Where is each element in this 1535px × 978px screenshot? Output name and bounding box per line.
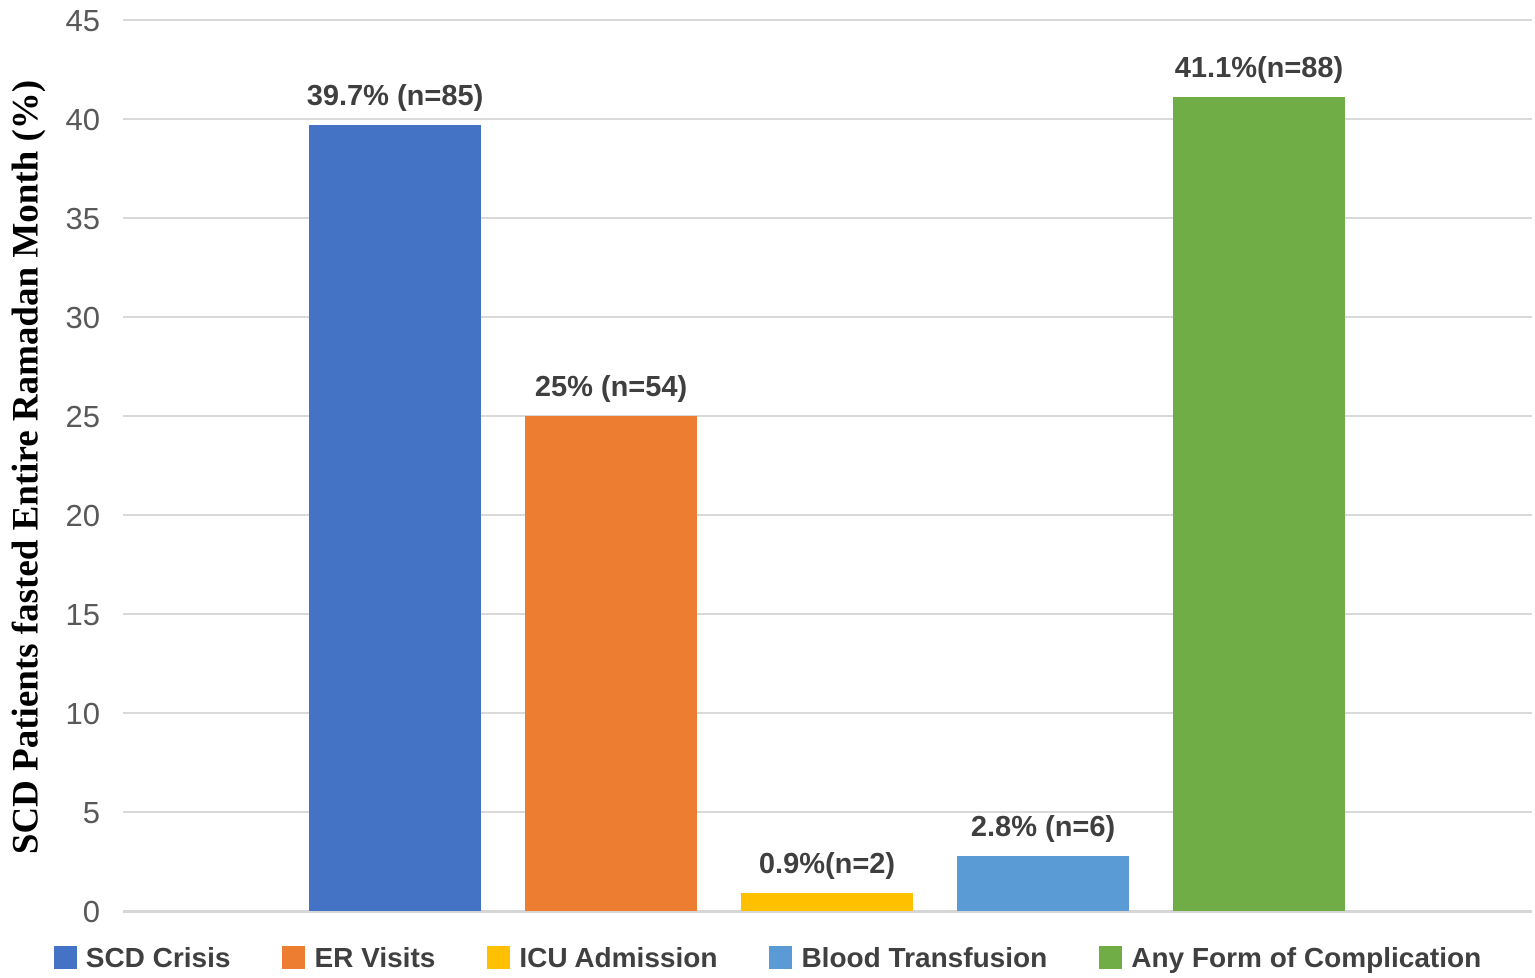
legend-swatch-icon [282, 946, 306, 969]
legend-item-any-form-of-complication: Any Form of Complication [1099, 941, 1482, 973]
bar-er-visits [525, 416, 697, 911]
gridline [123, 19, 1532, 21]
bar-icu-admission [741, 893, 913, 911]
legend-swatch-icon [769, 946, 793, 969]
bar-data-label: 39.7% (n=85) [306, 79, 484, 112]
legend-label: ER Visits [314, 941, 436, 973]
gridline [123, 316, 1532, 318]
legend-swatch-icon [487, 946, 511, 969]
legend-swatch-icon [53, 946, 77, 969]
x-axis-line [123, 910, 1532, 913]
y-axis-title: SCD Patients fasted Entire Ramadan Month… [5, 79, 47, 855]
legend-item-blood-transfusion: Blood Transfusion [769, 941, 1048, 973]
y-tick-label: 5 [82, 795, 100, 830]
bar-data-label: 2.8% (n=6) [970, 810, 1116, 843]
y-tick-label: 30 [65, 300, 100, 335]
legend-item-icu-admission: ICU Admission [487, 941, 718, 973]
legend-label: Any Form of Complication [1131, 941, 1482, 973]
y-tick-label: 40 [65, 102, 100, 137]
gridline [123, 811, 1532, 813]
gridline [123, 217, 1532, 219]
bar-any-form-of-complication [1173, 97, 1345, 911]
gridline [123, 712, 1532, 714]
legend-swatch-icon [1099, 946, 1123, 969]
gridline [123, 514, 1532, 516]
y-tick-label: 20 [65, 498, 100, 533]
gridline [123, 613, 1532, 615]
legend-label: Blood Transfusion [801, 941, 1048, 973]
gridline [123, 118, 1532, 120]
legend: SCD Crisis ER Visits ICU Admission Blood Tr… [0, 937, 1535, 978]
legend-item-scd-crisis: SCD Crisis [53, 941, 231, 973]
y-tick-label: 35 [65, 201, 100, 236]
y-tick-label: 10 [65, 696, 100, 731]
legend-item-er-visits: ER Visits [282, 941, 436, 973]
y-tick-label: 45 [65, 3, 100, 38]
bar-data-label: 41.1%(n=88) [1174, 52, 1344, 85]
y-tick-label: 25 [65, 399, 100, 434]
legend-label: ICU Admission [519, 941, 718, 973]
legend-label: SCD Crisis [85, 941, 231, 973]
gridline [123, 415, 1532, 417]
bar-data-label: 25% (n=54) [534, 371, 688, 403]
bar-scd-crisis [309, 124, 481, 911]
y-tick-label: 0 [82, 894, 100, 929]
y-tick-label: 15 [65, 597, 100, 632]
bar-data-label: 0.9%(n=2) [758, 848, 896, 881]
bar-blood-transfusion [957, 855, 1129, 911]
